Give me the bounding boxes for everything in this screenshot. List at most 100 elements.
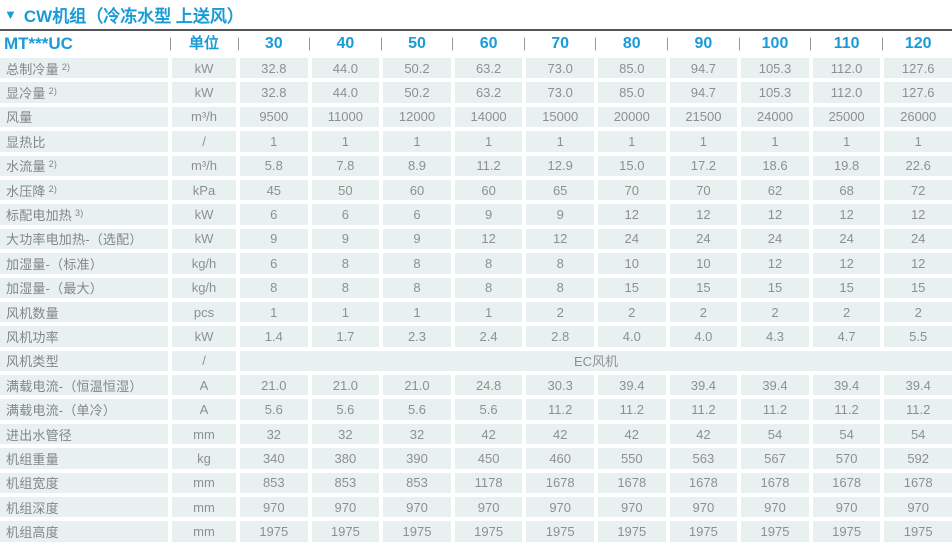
table-header-row: MT***UC 单位 30 40 50 60 70 80 90 100 110 120 <box>0 31 952 57</box>
row-label-text: 显冷量 <box>6 86 46 102</box>
value-cell: 60 <box>454 179 523 201</box>
value-cell: 24 <box>884 228 952 250</box>
row-label: 显热比 <box>0 131 168 152</box>
value-cell: 1975 <box>454 521 523 542</box>
value-cell: 15 <box>812 277 881 298</box>
unit-header: 单位 <box>172 31 236 57</box>
value-cell: 12 <box>741 253 809 274</box>
value-cell: 8 <box>383 253 451 274</box>
value-cell: 970 <box>812 497 881 518</box>
value-cell: 2 <box>526 301 594 323</box>
value-cell: 9 <box>383 228 451 250</box>
value-cell: 1 <box>526 131 594 152</box>
value-cell: 20000 <box>597 106 666 128</box>
value-cell: 4.0 <box>597 326 666 347</box>
value-cell: 112.0 <box>812 82 881 103</box>
value-cell: 1678 <box>884 472 952 494</box>
value-cell: 11.2 <box>597 399 666 420</box>
row-label: 风量 <box>0 106 168 128</box>
row-label: 风机功率 <box>0 326 168 347</box>
value-cell: 15 <box>597 277 666 298</box>
value-cell: 42 <box>669 423 738 445</box>
value-cell: 63.2 <box>454 58 523 79</box>
row-label-text: 显热比 <box>6 134 46 150</box>
value-cell: 5.6 <box>240 399 308 420</box>
unit-cell: mm <box>172 497 236 518</box>
value-cell: 4.3 <box>741 326 809 347</box>
value-cell: 21.0 <box>240 375 308 396</box>
row-label: 满载电流-（单冷） <box>0 399 168 420</box>
value-cell: 5.5 <box>884 326 952 347</box>
value-cell: 450 <box>454 448 523 469</box>
title-divider <box>0 29 952 31</box>
row-label-text: 水压降 <box>6 183 46 199</box>
row-label: 满载电流-（恒温恒湿） <box>0 375 168 396</box>
value-cell: 6 <box>311 204 380 225</box>
footnote-marker: 3) <box>75 208 84 219</box>
value-cell: 85.0 <box>597 58 666 79</box>
value-cell: 1178 <box>454 472 523 494</box>
value-cell: 563 <box>669 448 738 469</box>
row-label-text: 进出水管径 <box>6 427 73 443</box>
value-cell: 9 <box>240 228 308 250</box>
value-cell: 54 <box>812 423 881 445</box>
value-cell: 8 <box>383 277 451 298</box>
value-cell: 380 <box>311 448 380 469</box>
unit-cell: kg/h <box>172 277 236 298</box>
value-cell: 1678 <box>597 472 666 494</box>
value-cell: 24.8 <box>454 375 523 396</box>
row-label-text: 风量 <box>6 110 33 126</box>
unit-cell: m³/h <box>172 106 236 128</box>
value-cell: 1975 <box>884 521 952 542</box>
unit-cell: mm <box>172 521 236 542</box>
footnote-marker: 2) <box>48 86 58 97</box>
row-label-text: 大功率电加热-（选配） <box>6 232 143 248</box>
row-label-text: 机组宽度 <box>6 476 59 492</box>
unit-cell: A <box>172 399 236 420</box>
value-cell: 9 <box>526 204 594 225</box>
value-cell: 6 <box>240 253 308 274</box>
value-cell: 970 <box>240 497 308 518</box>
value-cell: 42 <box>526 423 594 445</box>
column-header-40: 40 <box>312 31 380 57</box>
value-cell: 54 <box>884 423 952 445</box>
value-cell: 15000 <box>526 106 594 128</box>
value-cell: 15.0 <box>597 155 666 176</box>
row-label-text: 机组高度 <box>6 525 59 541</box>
value-cell: 32.8 <box>240 82 308 103</box>
value-cell: 21.0 <box>311 375 380 396</box>
value-cell: 11.2 <box>812 399 881 420</box>
value-cell: 50 <box>311 179 380 201</box>
value-cell: 1678 <box>669 472 738 494</box>
unit-cell: A <box>172 375 236 396</box>
value-cell: 970 <box>669 497 738 518</box>
column-header-120: 120 <box>884 31 952 57</box>
value-cell: 8 <box>454 253 523 274</box>
value-cell: 12 <box>669 204 738 225</box>
value-cell: 39.4 <box>884 375 952 396</box>
row-label: 风机数量 <box>0 301 168 323</box>
value-cell: 65 <box>526 179 594 201</box>
value-cell: 39.4 <box>669 375 738 396</box>
unit-cell: kg <box>172 448 236 469</box>
value-cell: 21.0 <box>383 375 451 396</box>
value-cell: 85.0 <box>597 82 666 103</box>
unit-cell: kW <box>172 228 236 250</box>
unit-cell: / <box>172 350 236 372</box>
row-label-text: 满载电流-（恒温恒湿） <box>6 378 143 394</box>
row-label: 机组高度 <box>0 521 168 542</box>
value-cell: 2 <box>597 301 666 323</box>
value-cell: 4.7 <box>812 326 881 347</box>
value-cell: 8 <box>454 277 523 298</box>
row-label: 标配电加热 3) <box>0 204 168 225</box>
value-cell: 1 <box>311 131 380 152</box>
value-cell: 1 <box>383 131 451 152</box>
value-cell: 50.2 <box>383 82 451 103</box>
column-header-90: 90 <box>670 31 738 57</box>
row-label-text: 水流量 <box>6 159 46 175</box>
value-cell: 44.0 <box>311 58 380 79</box>
value-cell: 22.6 <box>884 155 952 176</box>
value-cell: 127.6 <box>884 58 952 79</box>
value-cell: 570 <box>812 448 881 469</box>
model-header: MT***UC <box>4 34 73 53</box>
